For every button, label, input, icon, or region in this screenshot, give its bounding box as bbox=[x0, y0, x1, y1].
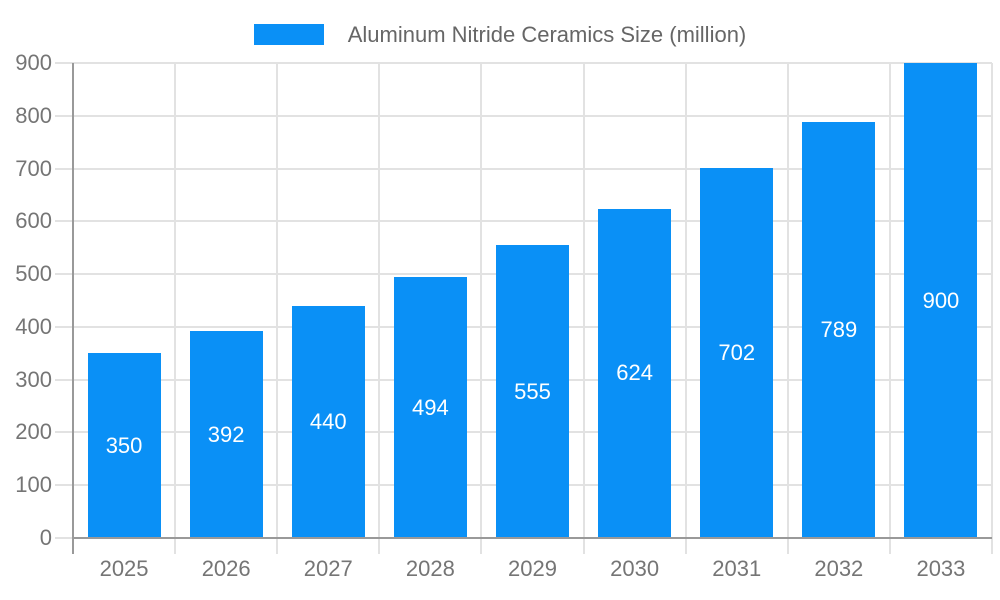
bar-2025: 350 bbox=[87, 353, 161, 538]
bar-value-label-2032: 789 bbox=[820, 316, 858, 342]
bar-2027: 440 bbox=[291, 305, 365, 538]
h-gridline-900 bbox=[55, 62, 992, 64]
bar-value-label-2027: 440 bbox=[309, 408, 347, 434]
bar-2032: 789 bbox=[802, 121, 876, 538]
v-gridline-2 bbox=[276, 63, 279, 554]
x-tick-label-2032: 2032 bbox=[814, 556, 864, 581]
x-axis-line bbox=[73, 537, 992, 539]
bar-2030: 624 bbox=[598, 208, 672, 538]
bar-2031: 702 bbox=[700, 167, 774, 538]
x-tick-label-2029: 2029 bbox=[508, 556, 557, 581]
legend[interactable]: Aluminum Nitride Ceramics Size (million) bbox=[0, 21, 1000, 48]
h-gridline-600 bbox=[55, 220, 992, 223]
y-tick-label-900: 900 bbox=[15, 50, 52, 75]
bar-value-label-2033: 900 bbox=[922, 287, 960, 313]
y-tick-label-400: 400 bbox=[15, 313, 52, 339]
bar-value-label-2028: 494 bbox=[412, 394, 449, 420]
x-tick-label-2030: 2030 bbox=[610, 556, 660, 581]
bar-2033: 900 bbox=[904, 63, 978, 538]
bar-value-label-2025: 350 bbox=[105, 432, 143, 458]
x-tick-label-2025: 2025 bbox=[99, 556, 149, 581]
x-tick-label-2027: 2027 bbox=[303, 556, 353, 581]
y-tick-label-500: 500 bbox=[15, 261, 52, 287]
bar-value-label-2030: 624 bbox=[616, 360, 653, 386]
bar-2029: 555 bbox=[496, 245, 569, 538]
x-tick-label-2028: 2028 bbox=[405, 556, 455, 581]
y-tick-label-100: 100 bbox=[15, 472, 52, 498]
v-gridline-4 bbox=[480, 63, 483, 554]
y-tick-label-600: 600 bbox=[15, 208, 52, 234]
x-tick-label-2026: 2026 bbox=[201, 556, 251, 581]
v-gridline-6 bbox=[684, 63, 687, 554]
v-gridline-7 bbox=[786, 63, 789, 554]
y-axis-line bbox=[72, 63, 74, 554]
bar-2026: 392 bbox=[189, 331, 263, 538]
y-tick-label-800: 800 bbox=[15, 102, 52, 128]
v-gridline-5 bbox=[582, 63, 585, 554]
plot-area: 350 392 440 494 555 624 702 789 900 bbox=[55, 62, 993, 554]
bar-2028: 494 bbox=[393, 277, 467, 538]
v-gridline-9 bbox=[991, 63, 993, 554]
y-tick-label-300: 300 bbox=[15, 366, 52, 392]
x-tick-label-2031: 2031 bbox=[712, 556, 762, 581]
x-tick-label-2033: 2033 bbox=[916, 556, 966, 581]
bar-value-label-2029: 555 bbox=[514, 378, 551, 404]
bar-value-label-2031: 702 bbox=[718, 339, 756, 365]
y-tick-label-700: 700 bbox=[15, 155, 52, 181]
bar-value-label-2026: 392 bbox=[207, 421, 245, 447]
h-gridline-700 bbox=[55, 167, 992, 170]
v-gridline-8 bbox=[888, 63, 891, 554]
v-gridline-1 bbox=[174, 63, 177, 554]
y-tick-label-200: 200 bbox=[15, 419, 52, 445]
y-tick-label-0: 0 bbox=[39, 525, 52, 550]
legend-swatch bbox=[253, 24, 324, 45]
v-gridline-3 bbox=[378, 63, 381, 554]
legend-label: Aluminum Nitride Ceramics Size (million) bbox=[347, 22, 747, 47]
h-gridline-800 bbox=[55, 114, 992, 117]
